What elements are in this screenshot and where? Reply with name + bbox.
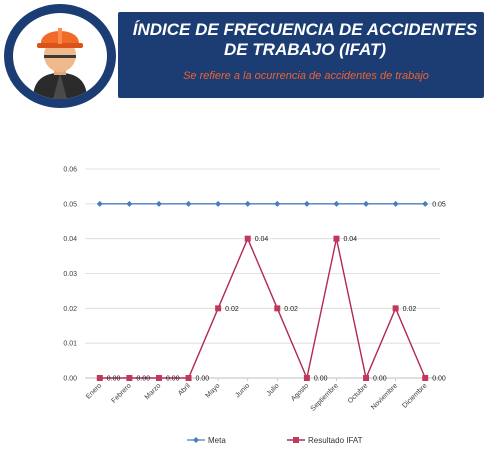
title-line-1: ÍNDICE DE FRECUENCIA DE ACCIDENTES — [133, 20, 477, 39]
resultado-data-label: 0.00 — [432, 376, 446, 383]
resultado-point — [422, 375, 428, 381]
meta-point — [126, 201, 132, 207]
resultado-point — [363, 375, 369, 381]
x-tick-label: Septiembre — [310, 382, 340, 412]
ifat-chart: 0.00 0.01 0.02 0.03 0.04 0.05 0.06 Enero Febrero… — [0, 150, 500, 460]
meta-point — [422, 201, 428, 207]
resultado-point — [156, 375, 162, 381]
resultado-data-label: 0.00 — [373, 376, 387, 383]
y-tick-label: 0.01 — [63, 341, 77, 348]
x-tick-label: Abril — [177, 382, 192, 397]
meta-point — [215, 201, 221, 207]
resultado-point — [126, 375, 132, 381]
resultado-data-label: 0.00 — [196, 376, 210, 383]
x-tick-label: Diciembre — [401, 382, 428, 409]
x-tick-label: Mayo — [204, 382, 221, 399]
y-tick-label: 0.00 — [63, 376, 77, 383]
resultado-data-label: 0.02 — [403, 306, 417, 313]
y-tick-label: 0.05 — [63, 201, 77, 208]
x-tick-label: Junio — [234, 382, 251, 399]
meta-data-label: 0.05 — [432, 201, 446, 208]
legend-resultado-label: Resultado IFAT — [308, 436, 363, 445]
meta-point — [274, 201, 280, 207]
title-line-2: DE TRABAJO (IFAT) — [224, 40, 386, 59]
resultado-point — [274, 305, 280, 311]
meta-point — [363, 201, 369, 207]
meta-point — [304, 201, 310, 207]
x-tick-label: Julio — [266, 382, 281, 397]
resultado-point — [393, 305, 399, 311]
x-tick-label: Noviembre — [370, 382, 399, 411]
resultado-point — [304, 375, 310, 381]
x-tick-label: Febrero — [111, 382, 133, 404]
resultado-data-label: 0.04 — [343, 236, 357, 243]
badge — [4, 4, 116, 108]
construction-worker-icon — [13, 13, 107, 99]
y-tick-label: 0.06 — [63, 167, 77, 174]
meta-point — [393, 201, 399, 207]
x-tick-label: Agosto — [290, 382, 310, 402]
y-tick-label: 0.02 — [63, 306, 77, 313]
x-tick-label: Octubre — [347, 382, 370, 405]
resultado-data-label: 0.00 — [136, 376, 150, 383]
x-tick-label: Enero — [85, 382, 103, 400]
legend-resultado-marker — [293, 437, 299, 443]
meta-point — [245, 201, 251, 207]
resultado-data-label: 0.02 — [284, 306, 298, 313]
resultado-data-label: 0.02 — [225, 306, 239, 313]
legend-meta-marker — [193, 437, 199, 443]
meta-point — [156, 201, 162, 207]
resultado-data-label: 0.00 — [166, 376, 180, 383]
resultado-point — [245, 236, 251, 242]
resultado-point — [97, 375, 103, 381]
header-banner: ÍNDICE DE FRECUENCIA DE ACCIDENTES DE TR… — [118, 12, 484, 98]
page-title: ÍNDICE DE FRECUENCIA DE ACCIDENTES DE TR… — [118, 20, 484, 60]
y-tick-label: 0.03 — [63, 271, 77, 278]
resultado-point — [333, 236, 339, 242]
legend-meta-label: Meta — [208, 436, 226, 445]
page-subtitle: Se refiere a la ocurrencia de accidentes… — [118, 70, 484, 82]
resultado-data-label: 0.00 — [314, 376, 328, 383]
meta-point — [186, 201, 192, 207]
resultado-data-label: 0.04 — [255, 236, 269, 243]
x-tick-label: Marzo — [144, 382, 163, 401]
resultado-point — [186, 375, 192, 381]
resultado-point — [215, 305, 221, 311]
y-tick-label: 0.04 — [63, 236, 77, 243]
meta-point — [97, 201, 103, 207]
meta-point — [333, 201, 339, 207]
resultado-data-label: 0.00 — [107, 376, 121, 383]
